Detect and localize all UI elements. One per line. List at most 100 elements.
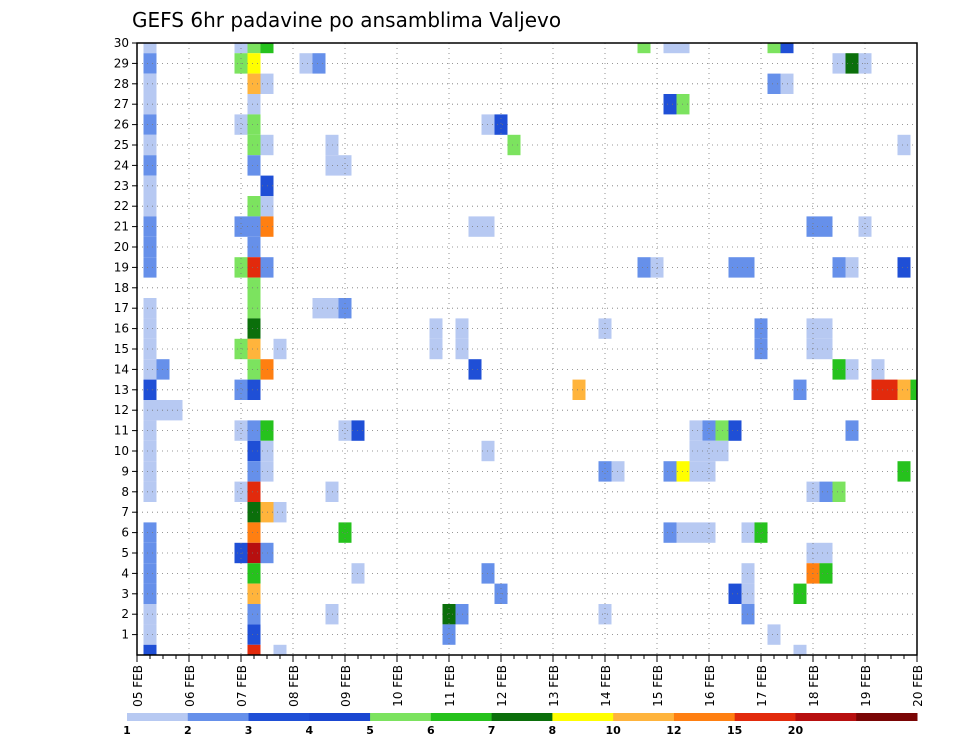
precip-cell [312,53,326,74]
colorbar-label: 6 [427,724,435,737]
y-tick-label: 2 [121,607,129,621]
colorbar-swatch [187,713,250,721]
precip-cell [143,155,157,176]
precip-cell [338,155,352,176]
x-tick-label: 19 FEB [859,665,873,707]
y-tick-label: 1 [121,628,129,642]
precip-cell [260,43,274,54]
precip-cell [247,216,261,237]
precip-cell [442,604,456,625]
y-tick-label: 21 [114,220,129,234]
precip-cell [234,216,248,237]
y-tick-label: 10 [114,444,129,458]
x-tick-label: 09 FEB [339,665,353,707]
colorbar-label: 3 [245,724,253,737]
precip-cell [832,481,846,502]
precip-cell [793,583,807,604]
precip-cell [689,461,703,482]
precip-cell [143,114,157,135]
precip-cell [897,461,911,482]
precip-cell [793,379,807,400]
precip-cell [637,43,651,54]
y-tick-label: 8 [121,485,129,499]
precip-cell [819,338,833,360]
precip-cell [819,481,833,502]
precip-cell [832,257,846,278]
precip-cell [819,542,833,564]
colorbar-label: 10 [605,724,621,737]
precip-cell [793,644,807,655]
precip-cell [247,644,261,655]
precip-cell [468,359,482,380]
precip-cell [689,440,703,462]
x-tick-label: 06 FEB [183,665,197,707]
precip-cell [234,420,248,441]
x-tick-label: 05 FEB [131,665,145,707]
precip-cell [689,522,703,543]
precip-cell [819,318,833,339]
precip-cell [143,461,157,482]
precip-cell [143,53,157,74]
y-tick-label: 18 [114,281,129,295]
precip-cell [143,440,157,462]
precip-cell [663,461,677,482]
precip-cell [819,216,833,237]
precip-cell [429,318,443,339]
chart-title: GEFS 6hr padavine po ansamblima Valjevo [132,8,561,32]
precip-cell [442,624,456,645]
precip-cell [247,542,261,564]
precip-cell [247,461,261,482]
colorbar-label: 5 [366,724,374,737]
precip-cell [143,522,157,543]
precip-cell [832,359,846,380]
precip-cell [897,379,911,400]
precip-cell [143,400,157,421]
x-tick-label: 11 FEB [443,665,457,707]
precip-cell [728,583,742,604]
colorbar-swatch [734,713,796,721]
y-tick-label: 11 [114,424,129,438]
precip-cell [247,155,261,176]
y-tick-label: 12 [114,403,129,417]
precip-cell [247,481,261,502]
precip-cell [702,522,716,543]
precip-cell [728,420,742,441]
x-tick-label: 07 FEB [235,665,249,707]
precip-cell [247,236,261,258]
precip-cell [143,134,157,156]
colorbar-label: 20 [788,724,804,737]
precip-cell [858,216,872,237]
y-tick-label: 22 [114,199,129,213]
precip-cell [143,43,157,54]
y-tick-label: 16 [114,322,129,336]
grid-lines [137,43,917,655]
precip-cell [247,583,261,604]
precip-cell [143,318,157,339]
y-tick-label: 7 [121,505,129,519]
precip-cell [143,298,157,319]
colorbar-label: 2 [184,724,192,737]
axis-ticks [132,42,918,662]
precip-cell [143,175,157,196]
colorbar-label: 7 [488,724,496,737]
colorbar-swatch [430,713,493,721]
precip-cell [143,481,157,502]
precip-cell [598,604,612,625]
x-tick-label: 16 FEB [703,665,717,707]
precip-cell [273,644,287,655]
precip-cell [897,134,911,156]
precip-cell [247,563,261,584]
precip-cell [338,420,352,441]
precip-cell [273,502,287,523]
precip-cell [507,134,521,156]
colorbar-swatch [491,713,553,721]
y-tick-labels: 1234567891011121314151617181920212223242… [114,36,129,642]
x-tick-label: 10 FEB [391,665,405,707]
precip-cell [143,216,157,237]
precip-cell [312,298,326,319]
precip-cell [143,236,157,258]
y-tick-label: 5 [121,546,129,560]
precip-cell [247,440,261,462]
precip-cell [143,257,157,278]
